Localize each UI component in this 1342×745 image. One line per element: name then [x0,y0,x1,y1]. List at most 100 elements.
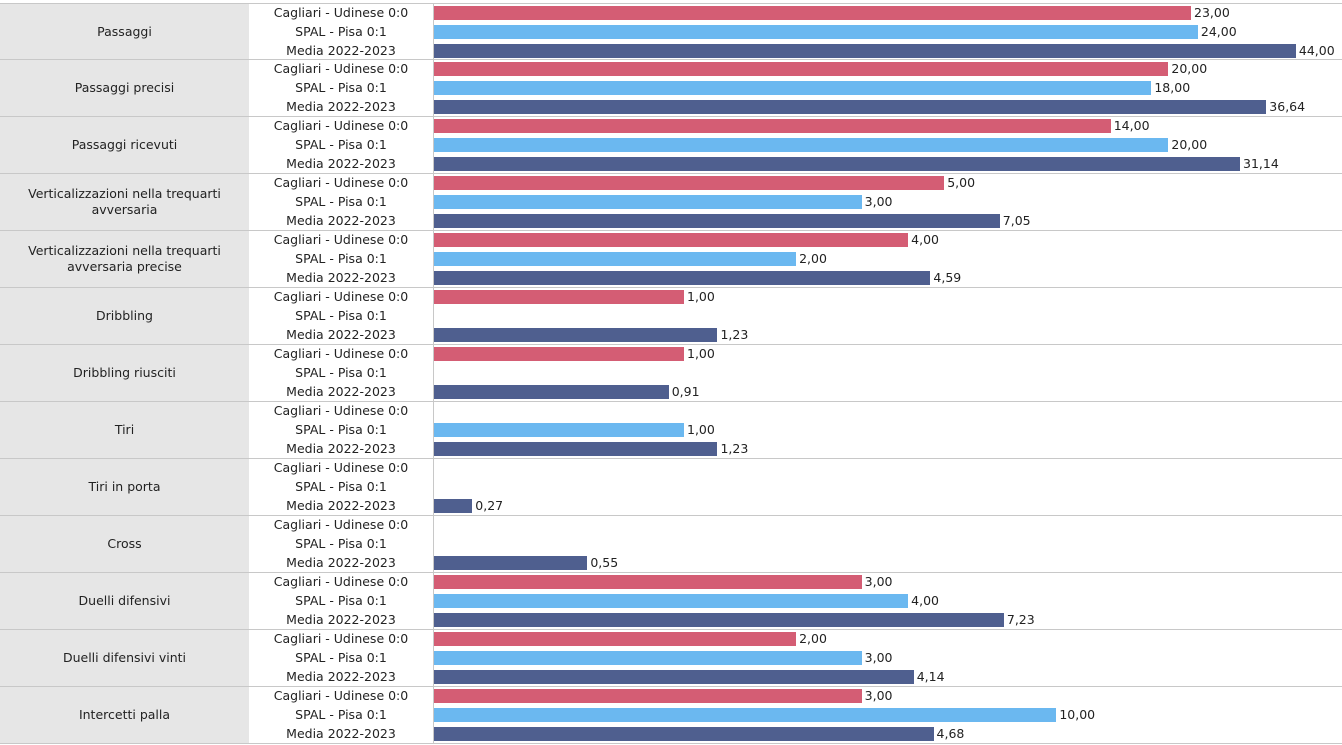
axis-line [433,516,434,572]
metric-label: Cross [0,516,249,572]
series-label: Media 2022-2023 [286,213,396,228]
value-label: 4,00 [911,232,939,247]
bar [434,252,797,266]
value-label: 2,00 [799,631,827,646]
series-label: SPAL - Pisa 0:1 [295,593,387,608]
metric-label: Dribbling [0,288,249,344]
series-row: Media 2022-2023 4,59 [249,269,1342,288]
series-label: Cagliari - Udinese 0:0 [273,61,409,76]
series-row: SPAL - Pisa 0:1 24,00 [249,23,1342,42]
series-row: Cagliari - Udinese 0:0 3,00 [249,573,1342,592]
series-row: SPAL - Pisa 0:1 [249,364,1342,383]
value-label: 31,14 [1243,156,1279,171]
bar [434,347,684,361]
axis-line [433,117,434,173]
value-label: 18,00 [1154,80,1191,95]
metric-group: Passaggi precisi Cagliari - Udinese 0:0 20… [0,60,1342,117]
series-label: Cagliari - Udinese 0:0 [273,232,409,247]
series-row: Media 2022-2023 31,14 [249,155,1342,174]
axis-line [433,687,434,743]
bar [434,651,862,665]
value-label: 36,64 [1269,99,1306,114]
series-row: SPAL - Pisa 0:1 3,00 [249,193,1342,212]
series-label: Cagliari - Udinese 0:0 [273,346,409,361]
bar [434,195,862,209]
series-row: SPAL - Pisa 0:1 10,00 [249,706,1342,725]
series-row: Cagliari - Udinese 0:0 2,00 [249,630,1342,649]
metric-group: Passaggi Cagliari - Udinese 0:0 23,00 SPAL … [0,3,1342,60]
value-label: 2,00 [799,251,827,266]
series-label: Media 2022-2023 [286,384,396,399]
series-label: SPAL - Pisa 0:1 [295,536,387,551]
bar [434,594,909,608]
axis-line [433,4,434,59]
bar [434,157,1240,171]
series-label: SPAL - Pisa 0:1 [295,365,387,380]
value-label: 0,91 [671,384,700,399]
series-label: Cagliari - Udinese 0:0 [273,688,409,703]
series-label: SPAL - Pisa 0:1 [295,479,387,494]
metric-label: Dribbling riusciti [0,345,249,401]
series-row: Cagliari - Udinese 0:0 1,00 [249,288,1342,307]
bar [434,442,718,456]
bar [434,328,718,342]
series-row: SPAL - Pisa 0:1 2,00 [249,250,1342,269]
series-row: SPAL - Pisa 0:1 [249,535,1342,554]
metric-label: Passaggi [0,4,249,59]
series-label: Media 2022-2023 [286,327,396,342]
value-label: 1,00 [687,289,715,304]
metric-group: Cross Cagliari - Udinese 0:0 SPAL - Pisa 0… [0,516,1342,573]
axis-line [433,174,434,230]
value-label: 1,00 [687,422,715,437]
bar [434,100,1267,114]
value-label: 4,59 [933,270,962,285]
bar [434,44,1296,58]
series-label: Media 2022-2023 [286,669,396,684]
bar [434,81,1152,95]
bar [434,138,1169,152]
value-label: 4,14 [916,669,945,684]
metric-label: Tiri in porta [0,459,249,515]
value-label: 23,00 [1194,5,1230,20]
bar [434,119,1111,133]
axis-line [433,288,434,344]
metric-group: Tiri in porta Cagliari - Udinese 0:0 SPAL … [0,459,1342,516]
value-label: 4,00 [911,593,939,608]
series-label: Media 2022-2023 [286,270,396,285]
bar [434,233,909,247]
series-row: Cagliari - Udinese 0:0 20,00 [249,60,1342,79]
metric-group: Verticalizzazioni nella trequarti avvers… [0,174,1342,231]
value-label: 14,00 [1113,118,1150,133]
series-label: Media 2022-2023 [286,726,396,741]
value-label: 3,00 [864,574,893,589]
series-label: Cagliari - Udinese 0:0 [273,5,409,20]
axis-line [433,630,434,686]
series-row: Media 2022-2023 36,64 [249,98,1342,117]
series-row: SPAL - Pisa 0:1 [249,307,1342,326]
metric-group: Duelli difensivi vinti Cagliari - Udinese… [0,630,1342,687]
series-row: Media 2022-2023 7,23 [249,611,1342,630]
value-label: 20,00 [1171,61,1208,76]
series-label: Cagliari - Udinese 0:0 [273,175,409,190]
metric-label: Intercetti palla [0,687,249,743]
series-label: SPAL - Pisa 0:1 [295,422,387,437]
bar [434,632,797,646]
series-row: Cagliari - Udinese 0:0 [249,402,1342,421]
series-row: Cagliari - Udinese 0:0 5,00 [249,174,1342,193]
series-row: Cagliari - Udinese 0:0 [249,459,1342,478]
series-row: SPAL - Pisa 0:1 18,00 [249,79,1342,98]
series-label: SPAL - Pisa 0:1 [295,650,387,665]
series-label: Media 2022-2023 [286,555,396,570]
metric-label: Tiri [0,402,249,458]
series-label: Cagliari - Udinese 0:0 [273,403,409,418]
bar [434,6,1191,20]
series-label: SPAL - Pisa 0:1 [295,194,387,209]
bar [434,689,862,703]
series-row: Media 2022-2023 4,14 [249,668,1342,687]
series-label: Cagliari - Udinese 0:0 [273,631,409,646]
value-label: 1,23 [720,441,749,456]
metric-label: Verticalizzazioni nella trequarti avvers… [0,231,249,287]
bar [434,214,1000,228]
bar [434,499,473,513]
series-label: Media 2022-2023 [286,43,396,58]
